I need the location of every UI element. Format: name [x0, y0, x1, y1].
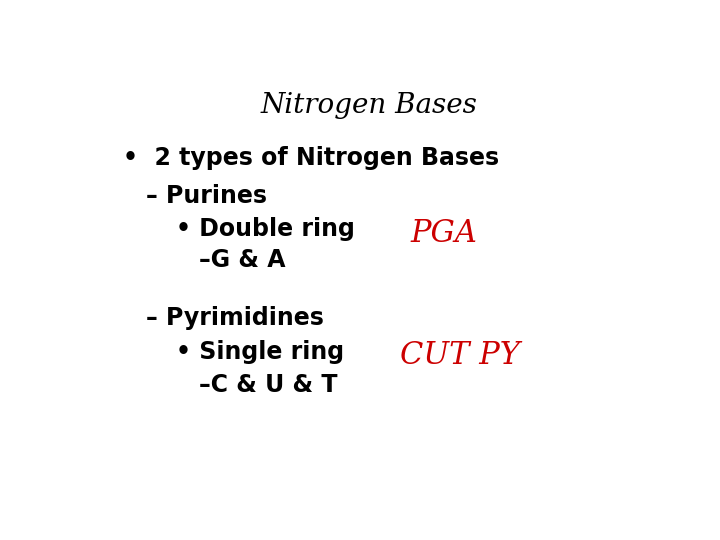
Text: – Pyrimidines: – Pyrimidines — [145, 306, 324, 330]
Text: •  2 types of Nitrogen Bases: • 2 types of Nitrogen Bases — [124, 146, 500, 170]
Text: – Purines: – Purines — [145, 184, 267, 208]
Text: • Double ring: • Double ring — [176, 217, 356, 241]
Text: • Single ring: • Single ring — [176, 340, 345, 364]
Text: –C & U & T: –C & U & T — [199, 373, 337, 397]
Text: CUT PY: CUT PY — [400, 340, 520, 372]
Text: PGA: PGA — [411, 218, 478, 249]
Text: –G & A: –G & A — [199, 248, 285, 272]
Text: Nitrogen Bases: Nitrogen Bases — [261, 92, 477, 119]
